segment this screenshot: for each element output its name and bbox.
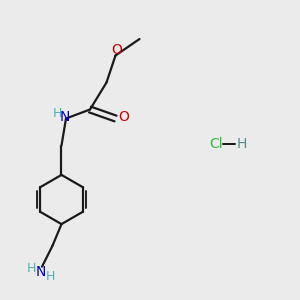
Text: Cl: Cl	[209, 137, 223, 151]
Text: N: N	[59, 110, 70, 124]
Text: N: N	[35, 265, 46, 279]
Text: H: H	[46, 270, 55, 283]
Text: H: H	[27, 262, 36, 275]
Text: O: O	[118, 110, 129, 124]
Text: O: O	[112, 43, 122, 57]
Text: H: H	[236, 137, 247, 151]
Text: H: H	[53, 106, 62, 120]
